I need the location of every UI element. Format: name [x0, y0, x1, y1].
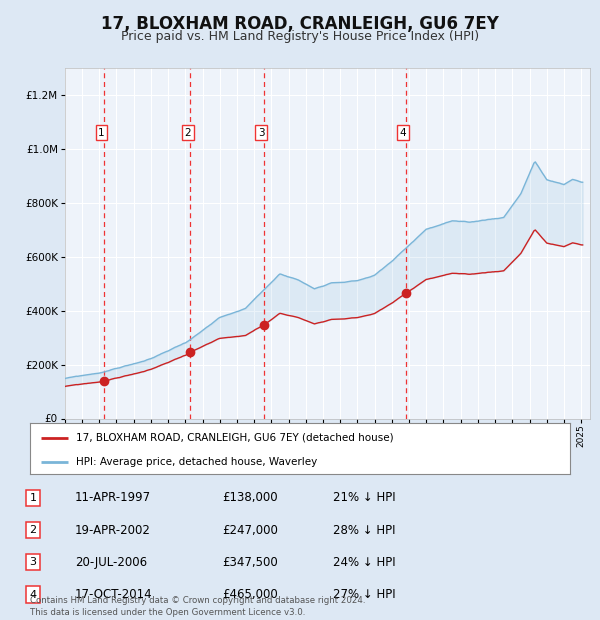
Text: £138,000: £138,000 — [222, 492, 278, 504]
Text: 17, BLOXHAM ROAD, CRANLEIGH, GU6 7EY (detached house): 17, BLOXHAM ROAD, CRANLEIGH, GU6 7EY (de… — [76, 433, 394, 443]
Text: 1: 1 — [29, 493, 37, 503]
Text: £465,000: £465,000 — [222, 588, 278, 601]
Text: £247,000: £247,000 — [222, 524, 278, 536]
Text: 24% ↓ HPI: 24% ↓ HPI — [333, 556, 395, 569]
Text: Contains HM Land Registry data © Crown copyright and database right 2024.
This d: Contains HM Land Registry data © Crown c… — [30, 596, 365, 617]
Text: 20-JUL-2006: 20-JUL-2006 — [75, 556, 147, 569]
Text: HPI: Average price, detached house, Waverley: HPI: Average price, detached house, Wave… — [76, 456, 317, 467]
Text: 2: 2 — [29, 525, 37, 535]
Text: £347,500: £347,500 — [222, 556, 278, 569]
Text: 3: 3 — [29, 557, 37, 567]
Text: 19-APR-2002: 19-APR-2002 — [75, 524, 151, 536]
Text: 3: 3 — [258, 128, 265, 138]
Text: 17-OCT-2014: 17-OCT-2014 — [75, 588, 152, 601]
Text: 4: 4 — [400, 128, 406, 138]
Text: 4: 4 — [29, 590, 37, 600]
Text: 27% ↓ HPI: 27% ↓ HPI — [333, 588, 395, 601]
Text: Price paid vs. HM Land Registry's House Price Index (HPI): Price paid vs. HM Land Registry's House … — [121, 30, 479, 43]
Text: 1: 1 — [98, 128, 105, 138]
Text: 2: 2 — [185, 128, 191, 138]
Text: 21% ↓ HPI: 21% ↓ HPI — [333, 492, 395, 504]
Text: 17, BLOXHAM ROAD, CRANLEIGH, GU6 7EY: 17, BLOXHAM ROAD, CRANLEIGH, GU6 7EY — [101, 16, 499, 33]
Text: 28% ↓ HPI: 28% ↓ HPI — [333, 524, 395, 536]
Text: 11-APR-1997: 11-APR-1997 — [75, 492, 151, 504]
